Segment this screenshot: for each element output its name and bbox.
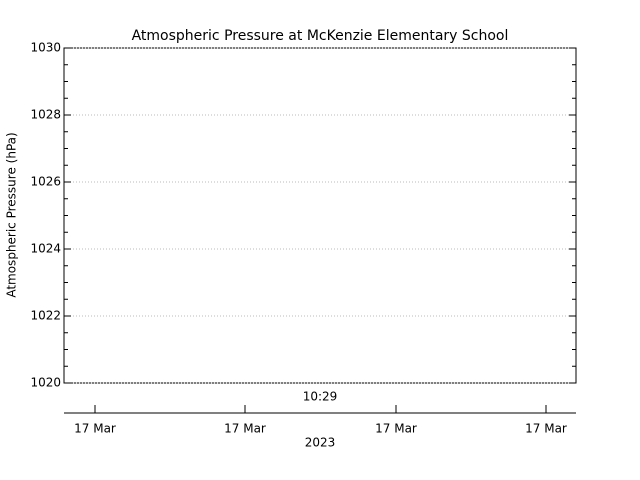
y-tick-label: 1026 (30, 175, 61, 189)
y-tick-label: 1024 (30, 242, 61, 256)
x-tick-label: 17 Mar (74, 422, 116, 436)
x-tick-label: 17 Mar (375, 422, 417, 436)
y-tick-label: 1022 (30, 309, 61, 323)
y-tick-label: 1020 (30, 376, 61, 390)
x-tick-label: 17 Mar (525, 422, 567, 436)
y-tick-label: 1028 (30, 108, 61, 122)
chart-title: Atmospheric Pressure at McKenzie Element… (132, 28, 509, 44)
x-axis-label: 2023 (305, 436, 336, 450)
y-axis-label: Atmospheric Pressure (hPa) (5, 132, 19, 297)
x-tick-label: 17 Mar (224, 422, 266, 436)
y-tick-label: 1030 (30, 41, 61, 55)
time-annotation: 10:29 (303, 390, 338, 404)
